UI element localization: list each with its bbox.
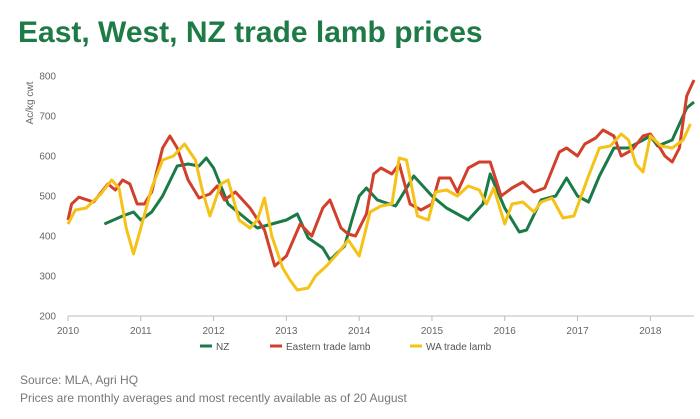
source: Source: MLA, Agri HQ xyxy=(20,373,138,387)
legend-label: NZ xyxy=(216,342,229,353)
legend-label: WA trade lamb xyxy=(426,342,492,353)
x-tick-label: 2010 xyxy=(57,326,80,337)
series-line xyxy=(66,123,692,292)
x-tick-label: 2017 xyxy=(566,326,589,337)
series-line xyxy=(66,79,696,268)
x-tick-label: 2018 xyxy=(639,326,662,337)
y-tick-label: 300 xyxy=(39,272,56,283)
y-tick-label: 200 xyxy=(39,312,56,323)
y-tick-label: 600 xyxy=(39,152,56,163)
x-tick-label: 2011 xyxy=(130,326,152,337)
x-tick-label: 2014 xyxy=(348,326,371,337)
note: Prices are monthly averages and most rec… xyxy=(20,391,408,405)
x-tick-label: 2012 xyxy=(202,326,225,337)
y-tick-label: 700 xyxy=(39,112,56,123)
y-axis-label: Ac/kg cwt xyxy=(25,81,36,124)
y-tick-label: 500 xyxy=(39,192,56,203)
x-tick-label: 2013 xyxy=(275,326,298,337)
chart-title: East, West, NZ trade lamb prices xyxy=(18,16,483,49)
x-tick-label: 2015 xyxy=(421,326,444,337)
y-tick-label: 400 xyxy=(39,232,56,243)
x-tick-label: 2016 xyxy=(494,326,517,337)
y-tick-label: 800 xyxy=(39,72,56,83)
series-line xyxy=(103,100,695,262)
legend-label: Eastern trade lamb xyxy=(286,342,371,353)
